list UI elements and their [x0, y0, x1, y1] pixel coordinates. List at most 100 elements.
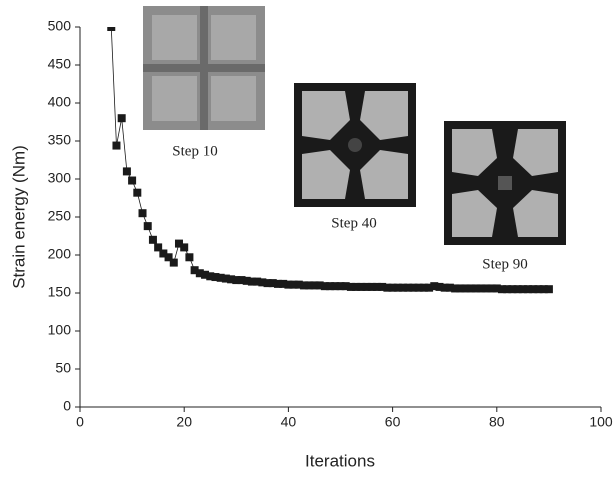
- x-tick-label: 40: [281, 414, 297, 430]
- marker: [122, 167, 131, 176]
- plot: [107, 27, 553, 294]
- marker: [169, 258, 178, 267]
- y-tick-label: 200: [48, 246, 72, 262]
- marker: [112, 141, 121, 150]
- marker: [503, 285, 512, 294]
- y-tick-label: 350: [48, 132, 72, 148]
- marker: [289, 280, 298, 289]
- marker: [383, 283, 392, 292]
- marker: [201, 270, 210, 279]
- inset-step-90: [444, 121, 566, 245]
- y-tick-label: 0: [63, 398, 71, 414]
- marker: [300, 281, 309, 290]
- marker: [305, 281, 314, 290]
- annotation: Step 40: [331, 215, 376, 231]
- marker: [477, 284, 486, 293]
- marker: [143, 222, 152, 231]
- y-tick-label: 500: [48, 18, 72, 34]
- x-tick-label: 60: [385, 414, 401, 430]
- marker: [268, 279, 277, 288]
- marker: [414, 283, 423, 292]
- marker: [242, 276, 251, 285]
- marker: [133, 188, 142, 197]
- marker: [534, 285, 543, 294]
- marker: [461, 284, 470, 293]
- marker: [148, 235, 157, 244]
- marker: [107, 27, 116, 31]
- y-tick-label: 150: [48, 284, 72, 300]
- marker: [498, 285, 507, 294]
- y-tick-label: 400: [48, 94, 72, 110]
- y-tick-label: 100: [48, 322, 72, 338]
- marker: [482, 284, 491, 293]
- marker: [190, 266, 199, 275]
- marker: [440, 283, 449, 292]
- inset-step-10: [143, 6, 265, 130]
- marker: [362, 282, 371, 291]
- marker: [399, 283, 408, 292]
- marker: [388, 283, 397, 292]
- marker: [310, 281, 319, 290]
- marker: [378, 282, 387, 291]
- marker: [284, 280, 293, 289]
- marker: [425, 283, 434, 292]
- marker: [138, 209, 147, 218]
- marker: [451, 284, 460, 293]
- marker: [367, 282, 376, 291]
- y-tick-label: 50: [55, 360, 71, 376]
- marker: [315, 281, 324, 290]
- marker: [435, 282, 444, 291]
- marker: [326, 282, 335, 291]
- marker: [159, 249, 168, 258]
- marker: [195, 269, 204, 278]
- marker: [273, 279, 282, 288]
- marker: [117, 114, 126, 123]
- marker: [247, 277, 256, 286]
- inset-step-40: [294, 83, 416, 207]
- x-axis-title: Iterations: [305, 451, 375, 470]
- marker: [128, 176, 137, 185]
- marker: [258, 278, 267, 287]
- marker: [294, 280, 303, 289]
- y-tick-label: 300: [48, 170, 72, 186]
- marker: [320, 282, 329, 291]
- y-tick-label: 250: [48, 208, 72, 224]
- marker: [185, 253, 194, 262]
- x-tick-label: 80: [489, 414, 505, 430]
- marker: [206, 272, 215, 281]
- marker: [221, 274, 230, 283]
- marker: [529, 285, 538, 294]
- marker: [524, 285, 533, 294]
- marker: [445, 283, 454, 292]
- marker: [164, 253, 173, 262]
- marker: [404, 283, 413, 292]
- annotation: Step 90: [482, 256, 527, 272]
- marker: [508, 285, 517, 294]
- x-tick-label: 0: [76, 414, 84, 430]
- marker: [544, 285, 553, 294]
- marker: [331, 282, 340, 291]
- marker: [154, 243, 163, 252]
- annotation: Step 10: [172, 143, 217, 159]
- marker: [539, 285, 548, 294]
- marker: [253, 277, 262, 286]
- marker: [513, 285, 522, 294]
- marker: [336, 282, 345, 291]
- marker: [232, 276, 241, 285]
- marker: [216, 273, 225, 282]
- marker: [419, 283, 428, 292]
- x-tick-label: 20: [176, 414, 192, 430]
- marker: [430, 282, 439, 291]
- marker: [180, 243, 189, 252]
- y-axis-title: Strain energy (Nm): [9, 145, 28, 289]
- marker: [471, 284, 480, 293]
- y-tick-label: 450: [48, 56, 72, 72]
- marker: [341, 282, 350, 291]
- marker: [211, 273, 220, 282]
- marker: [263, 279, 272, 288]
- marker: [487, 284, 496, 293]
- marker: [372, 282, 381, 291]
- marker: [352, 282, 361, 291]
- marker: [518, 285, 527, 294]
